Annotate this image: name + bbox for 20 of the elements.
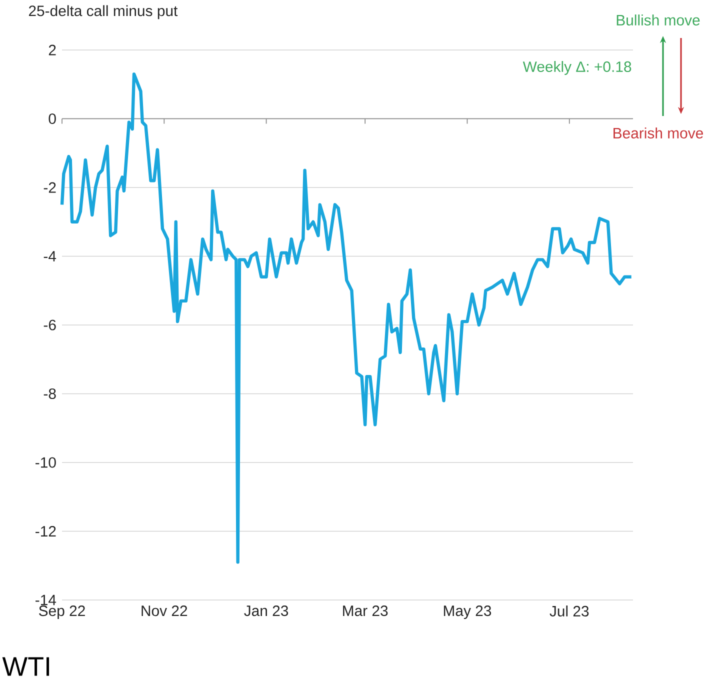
y-tick-label: -12: [36, 526, 56, 536]
x-tick-label: Sep 22: [39, 606, 85, 620]
annotation: Bearish move: [614, 128, 703, 138]
y-tick-label: -2: [44, 182, 56, 193]
text: Bullish move: [616, 14, 700, 26]
x-tick-label: Jan 23: [244, 606, 288, 616]
x-tick-label: Nov 22: [142, 606, 188, 616]
y-tick-label: -6: [44, 320, 56, 330]
y-tick-label: 0: [48, 113, 56, 124]
x-tick-label: May 23: [444, 606, 492, 620]
y-tick-label: -10: [36, 457, 56, 468]
annotation: Weekly Δ: +0.18: [522, 61, 632, 75]
y-tick-label: 2: [48, 44, 56, 56]
chart-title: 25-delta call minus put: [28, 5, 178, 20]
y-tick-label: -8: [44, 388, 56, 400]
y-tick-label: -14: [36, 594, 56, 606]
y-tick-label: -4: [44, 251, 56, 262]
text: WTI: [2, 657, 50, 676]
x-tick-label: Jul 23: [550, 606, 589, 616]
x-tick-label: Mar 23: [343, 606, 388, 616]
